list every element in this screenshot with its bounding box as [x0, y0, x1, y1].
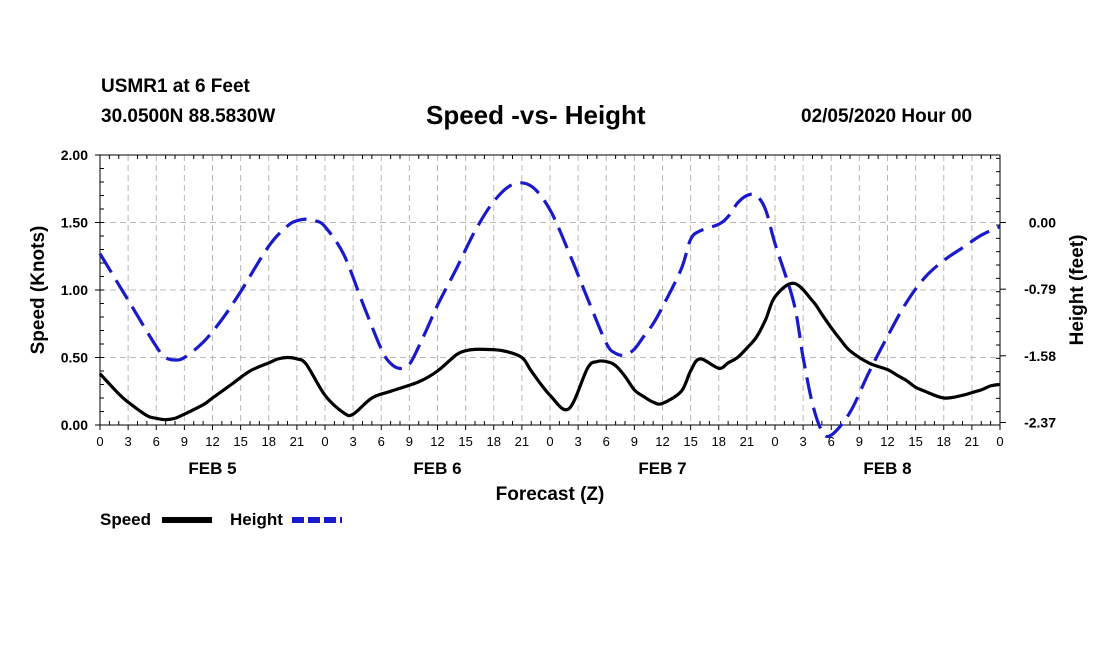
x-tick-label: 21: [515, 434, 529, 449]
forecast-datetime-label: 02/05/2020 Hour 00: [801, 106, 973, 127]
x-tick-label: 12: [655, 434, 669, 449]
y-tick-label: 0.50: [61, 350, 88, 366]
y-tick-label: 0.00: [61, 417, 88, 433]
x-tick-label: 15: [683, 434, 697, 449]
x-tick-label: 3: [575, 434, 582, 449]
x-tick-label: 0: [996, 434, 1003, 449]
legend-speed-label: Speed: [100, 510, 152, 529]
series-layer: [98, 181, 1001, 439]
x-tick-label: 0: [321, 434, 328, 449]
x-tick-label: 18: [712, 434, 726, 449]
x-tick-label: 15: [908, 434, 922, 449]
day-label: FEB 8: [863, 459, 911, 478]
x-tick-label: 12: [880, 434, 894, 449]
y2-axis-label: Height (feet): [1067, 235, 1088, 346]
x-tick-label: 6: [153, 434, 160, 449]
x-tick-label: 3: [800, 434, 807, 449]
height-series-line: [98, 181, 1001, 439]
x-tick-label: 18: [262, 434, 276, 449]
coordinates-label: 30.0500N 88.5830W: [101, 106, 276, 127]
day-label: FEB 5: [188, 459, 236, 478]
x-tick-label: 6: [603, 434, 610, 449]
chart-title: Speed -vs- Height: [426, 100, 646, 130]
x-tick-label: 15: [458, 434, 472, 449]
x-tick-label: 18: [487, 434, 501, 449]
y2-tick-label: -0.79: [1024, 281, 1056, 297]
x-tick-label: 3: [350, 434, 357, 449]
day-label: FEB 6: [413, 459, 461, 478]
x-tick-label: 12: [430, 434, 444, 449]
y2-tick-label: 0.00: [1029, 215, 1056, 231]
x-tick-label: 9: [631, 434, 638, 449]
y-axis-label: Speed (Knots): [28, 226, 49, 355]
x-tick-label: 6: [828, 434, 835, 449]
y-tick-label: 1.00: [61, 282, 88, 298]
x-tick-label: 21: [290, 434, 304, 449]
x-tick-label: 9: [856, 434, 863, 449]
speed-series-line: [98, 281, 1001, 422]
x-tick-label: 0: [96, 434, 103, 449]
x-tick-label: 9: [406, 434, 413, 449]
axis-ticks: 0 3 6 9 12 15 18 21 0 3 6 9 12 15 18 21 0 3 6 9 12 15 18 21 0 3 6 9…: [61, 147, 1056, 478]
legend-height-label: Height: [230, 510, 283, 529]
y2-tick-label: -2.37: [1024, 414, 1056, 430]
y-tick-label: 1.50: [61, 215, 88, 231]
station-label: USMR1 at 6 Feet: [101, 76, 250, 97]
y-tick-label: 2.00: [61, 147, 88, 163]
x-tick-label: 6: [378, 434, 385, 449]
x-tick-label: 12: [205, 434, 219, 449]
x-tick-label: 3: [125, 434, 132, 449]
x-tick-label: 15: [233, 434, 247, 449]
day-label: FEB 7: [638, 459, 686, 478]
x-tick-label: 18: [937, 434, 951, 449]
x-tick-label: 9: [181, 434, 188, 449]
x-tick-label: 21: [965, 434, 979, 449]
x-axis-label: Forecast (Z): [496, 484, 605, 505]
x-tick-label: 21: [740, 434, 754, 449]
x-tick-label: 0: [771, 434, 778, 449]
y2-tick-label: -1.58: [1024, 348, 1056, 364]
x-tick-label: 0: [546, 434, 553, 449]
